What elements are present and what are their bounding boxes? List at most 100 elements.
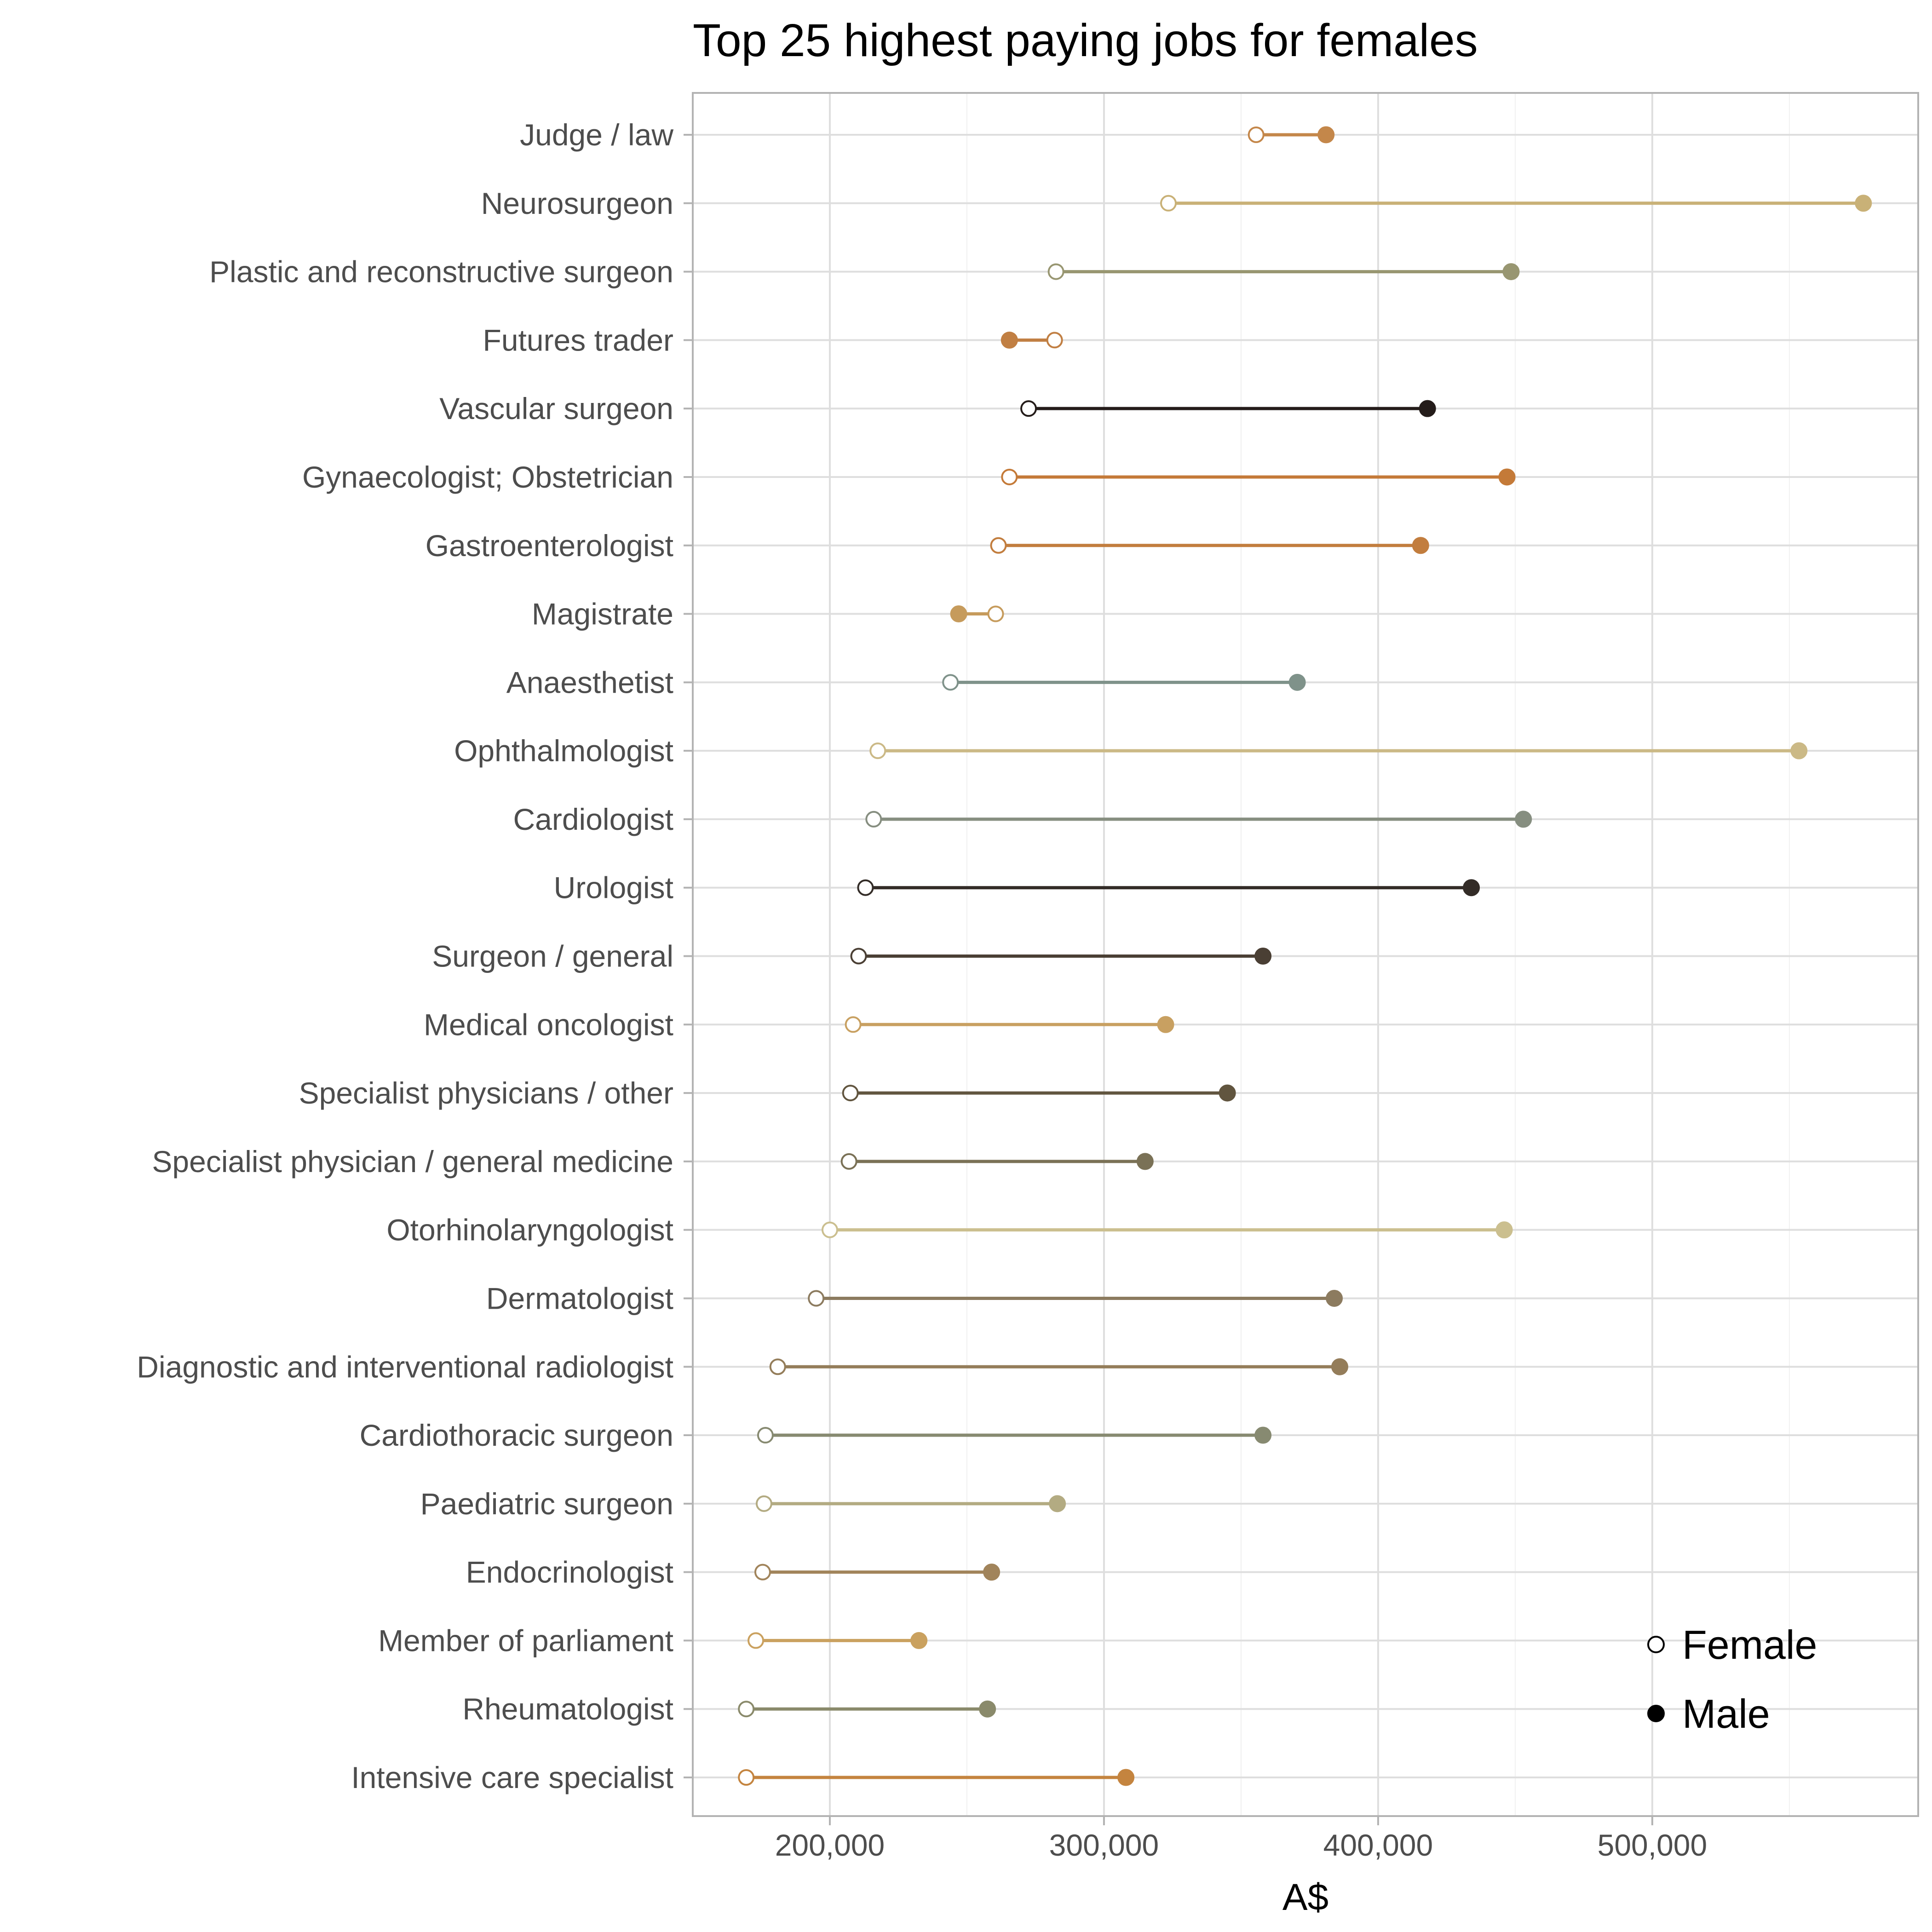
job-label: Otorhinolaryngologist [386,1213,673,1247]
dumbbell-row [840,1153,1154,1170]
job-label: Specialist physicians / other [299,1076,673,1110]
female-point [1001,468,1018,485]
dumbbell-row [748,1632,928,1649]
x-axis-title: A$ [1282,1876,1328,1918]
job-label: Neurosurgeon [481,186,673,220]
female-point [842,1085,859,1102]
male-point [1049,1495,1066,1512]
female-point [840,1153,857,1170]
job-label: Intensive care specialist [351,1760,673,1794]
legend: Female Male [1647,1622,1817,1736]
female-point [1160,195,1177,212]
dumbbell-row [754,1564,1000,1581]
chart-title: Top 25 highest paying jobs for females [693,15,1478,66]
dumbbell-row [738,1700,996,1718]
dumbbell-row [1047,263,1520,281]
female-point [754,1564,771,1581]
male-point [1219,1084,1236,1102]
female-point [1046,332,1063,349]
female-point [990,537,1007,554]
female-point [808,1290,825,1307]
job-label: Medical oncologist [424,1007,673,1041]
job-label: Member of parliament [378,1623,673,1657]
job-label: Gastroenterologist [426,529,673,563]
job-label: Diagnostic and interventional radiologis… [137,1350,673,1384]
job-label: Specialist physician / general medicine [152,1144,673,1179]
male-point [1419,400,1436,417]
female-point [1020,400,1037,417]
male-point [1790,742,1808,759]
female-point [1248,126,1265,143]
dumbbell-row [950,605,1004,623]
male-point [1855,195,1872,212]
male-point [910,1632,928,1649]
job-label: Vascular surgeon [439,391,673,426]
male-point [1515,811,1532,828]
job-labels: Judge / law Neurosurgeon Plastic and recon… [137,118,693,1794]
job-label: Cardiologist [513,802,674,836]
female-point [1047,263,1064,280]
dumbbell-row [845,1016,1174,1033]
male-point [1463,879,1480,897]
x-tick-label: 200,000 [775,1828,885,1862]
job-label: Surgeon / general [432,939,673,973]
male-point [1317,126,1335,144]
x-axis-ticks: 200,000 300,000 400,000 500,000 [775,1816,1707,1862]
female-point [869,742,886,759]
male-point [950,605,967,623]
job-label: Urologist [554,871,673,905]
male-point [1495,1221,1513,1239]
job-label: Paediatric surgeon [420,1487,673,1521]
male-point [1157,1016,1174,1033]
dumbbell-row [1001,468,1516,486]
dumbbell-row [869,742,1808,759]
dumbbell-row [769,1358,1348,1375]
female-point [865,811,882,828]
female-point [738,1701,755,1718]
job-label: Magistrate [532,597,673,631]
male-point [1254,948,1272,965]
dumbbell-row [942,673,1306,691]
female-point [738,1769,755,1786]
job-label: Rheumatologist [462,1692,673,1726]
dumbbell-row [990,537,1429,554]
female-point [757,1427,774,1444]
job-label: Gynaecologist; Obstetrician [302,460,673,494]
dumbbell-row [757,1426,1272,1444]
male-point [1117,1769,1135,1786]
job-label: Plastic and reconstructive surgeon [209,255,673,289]
male-point [979,1700,996,1718]
male-point [1288,673,1306,691]
job-label: Dermatologist [486,1281,673,1315]
dumbbell-row [865,811,1532,828]
male-point [1000,331,1018,349]
female-point [850,948,867,965]
job-label: Ophthalmologist [454,734,673,768]
dumbbell-row [1248,126,1335,144]
male-point [1502,263,1520,281]
dumbbell-row [808,1289,1343,1307]
dumbbell-row [857,879,1480,897]
female-point [755,1495,772,1512]
female-point [748,1632,765,1649]
x-tick-label: 400,000 [1323,1828,1433,1862]
male-point [1254,1426,1272,1444]
job-label: Endocrinologist [466,1555,673,1589]
female-point [942,674,959,691]
dumbbell-row [755,1495,1066,1512]
dumbbell-marks [738,126,1872,1786]
job-label: Judge / law [520,118,673,152]
female-point [987,605,1004,622]
dumbbell-row [1000,331,1063,349]
male-point [1498,468,1516,486]
dumbbell-row [738,1769,1135,1786]
job-label: Cardiothoracic surgeon [360,1418,673,1452]
legend-male-key [1647,1705,1665,1722]
dumbbell-row [850,948,1272,965]
legend-female-key [1647,1636,1665,1653]
dumbbell-row [821,1221,1513,1239]
job-label: Anaesthetist [506,665,673,699]
legend-label: Female [1682,1622,1817,1668]
male-point [1136,1153,1154,1170]
